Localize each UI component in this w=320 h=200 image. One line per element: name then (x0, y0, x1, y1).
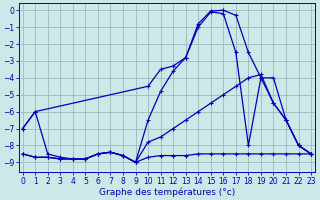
X-axis label: Graphe des températures (°c): Graphe des températures (°c) (99, 187, 235, 197)
